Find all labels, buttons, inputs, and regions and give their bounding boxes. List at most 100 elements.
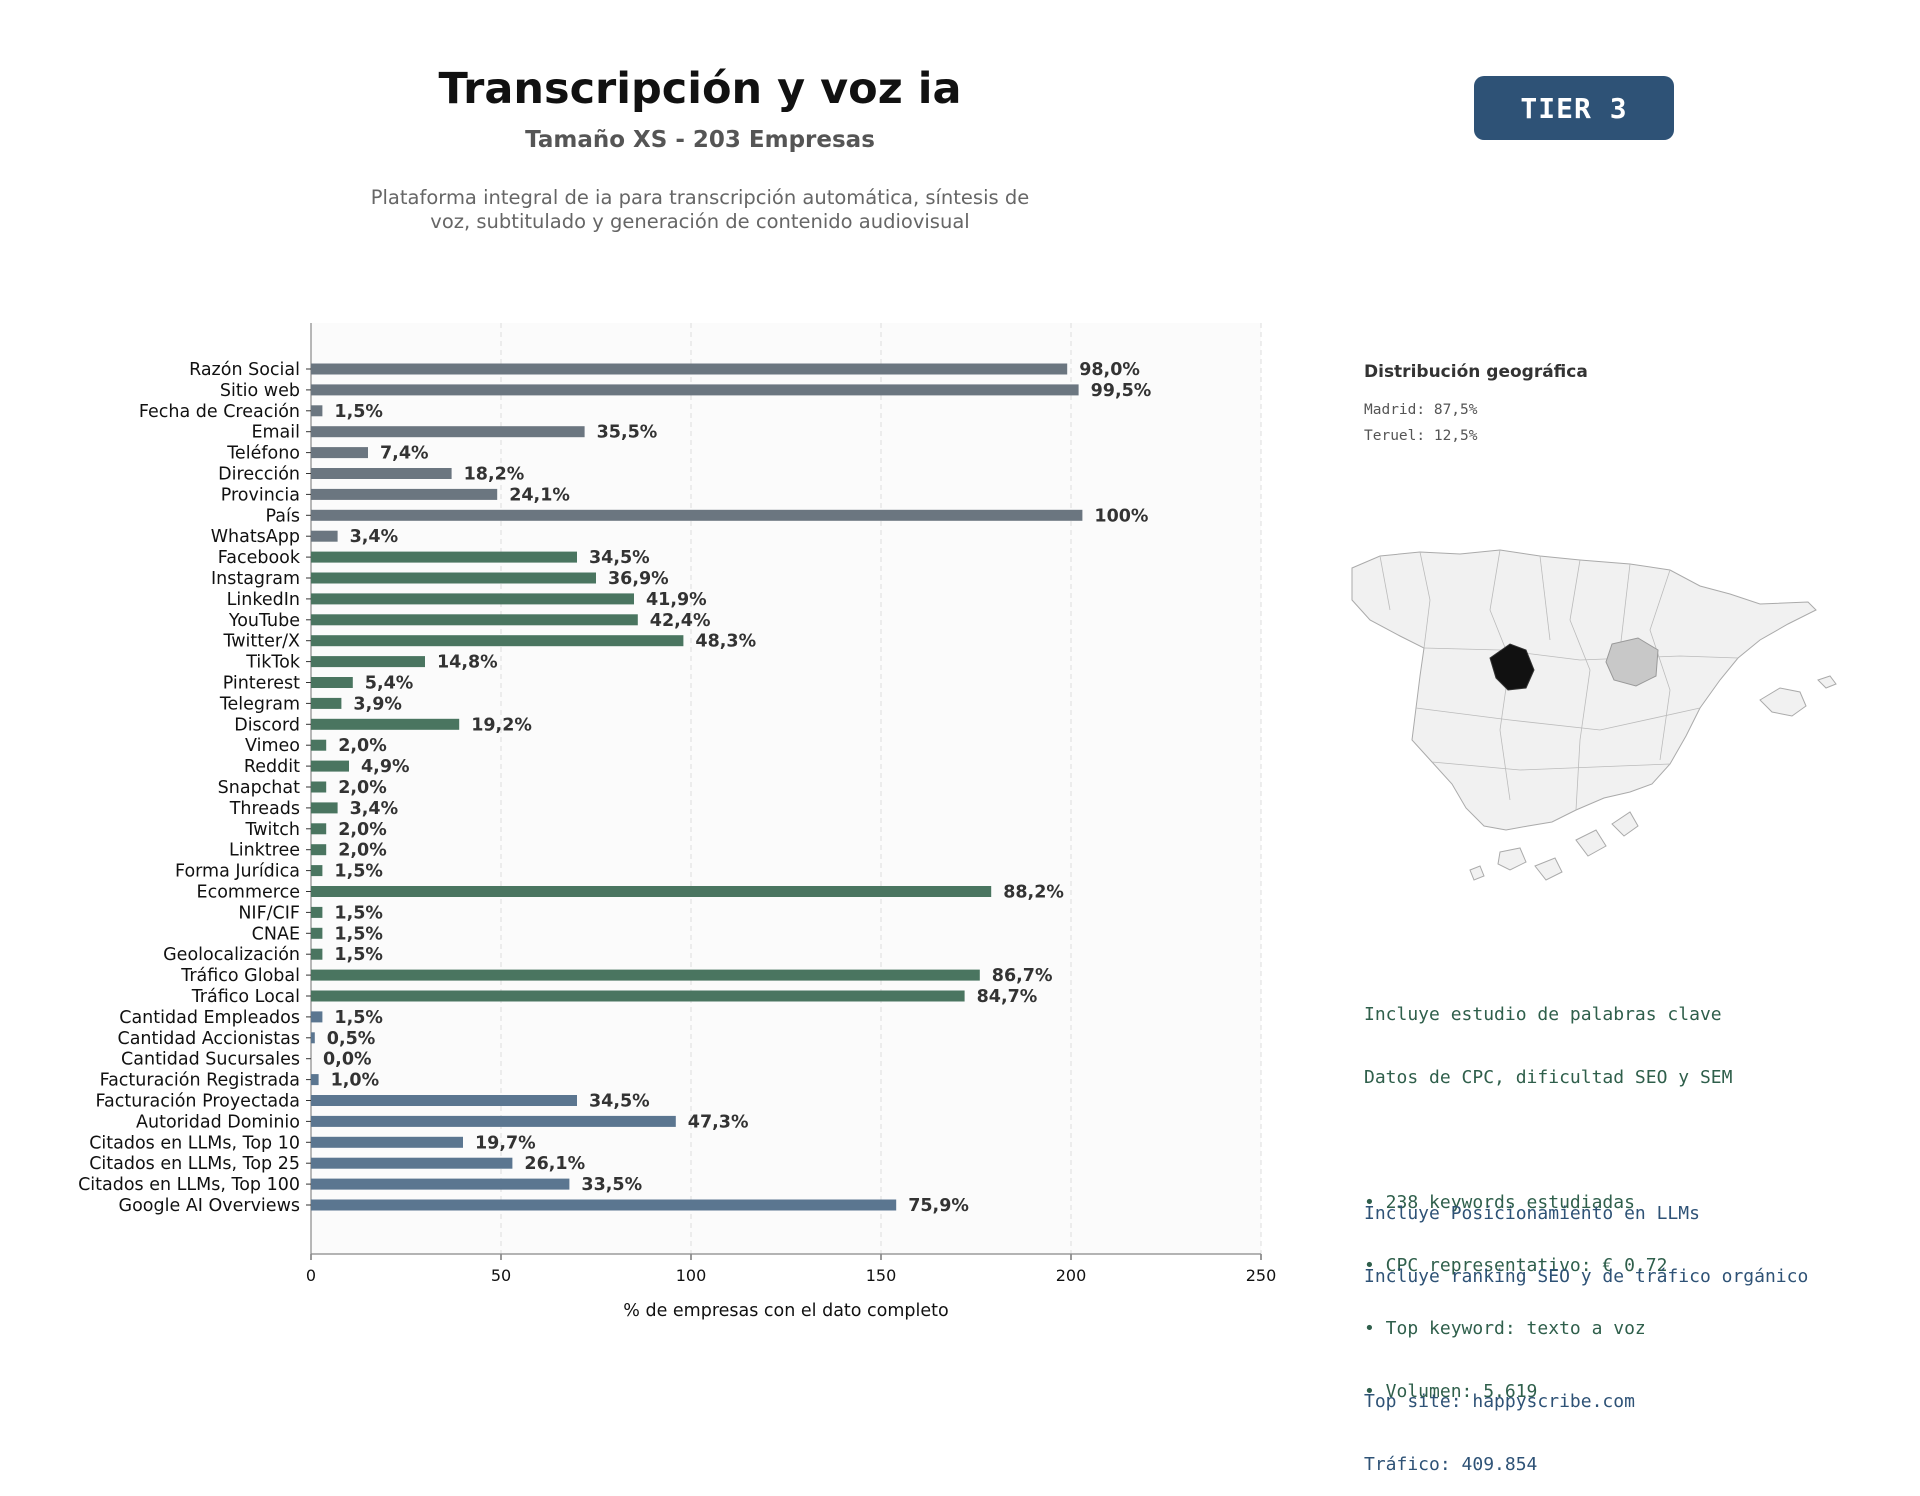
info-line: Incluye ranking SEO y de tráfico orgánic… — [1364, 1266, 1809, 1287]
bar — [311, 1157, 513, 1169]
bar — [311, 802, 338, 814]
bar-value-label: 0,5% — [327, 1029, 376, 1049]
category-label: Twitter/X — [222, 632, 300, 652]
bar — [311, 572, 596, 584]
x-tick-label: 200 — [1056, 1266, 1087, 1285]
info-line: Incluye estudio de palabras clave — [1364, 1004, 1722, 1025]
x-tick-label: 50 — [491, 1266, 511, 1285]
tier-badge: TIER 3 — [1474, 76, 1674, 140]
bar-value-label: 1,5% — [334, 402, 383, 422]
category-label: Vimeo — [245, 736, 300, 756]
bar-value-label: 34,5% — [589, 548, 650, 568]
bar-value-label: 5,4% — [365, 674, 414, 694]
category-label: Telegram — [219, 694, 300, 714]
info-bullet: • 238 keywords estudiadas — [1364, 1192, 1635, 1213]
category-label: Google AI Overviews — [119, 1196, 300, 1216]
spain-map — [1351, 549, 1837, 881]
traffic: Tráfico: 409.854 — [1364, 1454, 1538, 1475]
category-label: Sitio web — [220, 381, 300, 401]
bar-value-label: 84,7% — [977, 987, 1038, 1007]
bar — [311, 906, 323, 918]
bar-value-label: 7,4% — [380, 444, 429, 464]
bar — [311, 656, 425, 668]
x-axis-label: % de empresas con el dato completo — [623, 1301, 948, 1321]
bar-value-label: 75,9% — [908, 1196, 969, 1216]
category-label: Email — [251, 423, 300, 443]
bar-value-label: 35,5% — [597, 423, 658, 443]
bar-value-label: 3,4% — [350, 527, 399, 547]
bar — [311, 865, 323, 877]
bar-value-label: 18,2% — [464, 465, 525, 485]
bar-value-label: 2,0% — [338, 841, 387, 861]
category-label: YouTube — [228, 611, 300, 631]
bar — [311, 948, 323, 960]
x-tick-label: 0 — [306, 1266, 316, 1285]
bar-value-label: 98,0% — [1079, 360, 1140, 380]
madrid-region — [1489, 643, 1535, 691]
bar — [311, 384, 1079, 396]
bar-value-label: 26,1% — [524, 1154, 585, 1174]
bar-value-label: 100% — [1094, 506, 1148, 526]
category-label: Citados en LLMs, Top 100 — [78, 1175, 300, 1195]
canary-islands — [1497, 847, 1527, 871]
bar — [311, 927, 323, 939]
top-site: Top site: happyscribe.com — [1364, 1391, 1635, 1412]
bar — [311, 1074, 319, 1086]
bar-value-label: 14,8% — [437, 653, 498, 673]
bar — [311, 447, 368, 459]
bar — [311, 1136, 463, 1148]
category-label: Teléfono — [226, 444, 300, 464]
category-label: Cantidad Sucursales — [121, 1050, 300, 1070]
bar-value-label: 1,5% — [334, 924, 383, 944]
bar — [311, 677, 353, 688]
geo-item-madrid: Madrid: 87,5% — [1364, 402, 1478, 418]
bar-chart: 0 50 100 150 200 250 Razón Social 98,0% Sitio we… — [78, 323, 1277, 1321]
category-label: Citados en LLMs, Top 10 — [89, 1133, 300, 1153]
bar — [311, 969, 980, 981]
category-label: Citados en LLMs, Top 25 — [89, 1154, 300, 1174]
category-label: País — [266, 506, 300, 526]
bar — [311, 718, 460, 730]
bar — [311, 1199, 897, 1211]
bar-value-label: 3,4% — [350, 799, 399, 819]
geo-item-teruel: Teruel: 12,5% — [1364, 428, 1478, 444]
peninsula-region — [1351, 549, 1817, 831]
category-label: Fecha de Creación — [139, 402, 300, 422]
bar — [311, 405, 323, 417]
bar — [311, 468, 452, 479]
balearic-islands — [1817, 675, 1837, 689]
category-label: Dirección — [218, 465, 300, 485]
bar — [311, 551, 577, 563]
canary-islands — [1611, 811, 1639, 837]
bar-value-label: 1,5% — [334, 945, 383, 965]
category-label: TikTok — [245, 653, 301, 673]
llm-block: Incluye Posicionamiento en LLMs Incluye … — [1364, 1161, 1808, 1496]
bar — [311, 509, 1083, 521]
bar-value-label: 47,3% — [688, 1112, 749, 1132]
info-line: Incluye Posicionamiento en LLMs — [1364, 1203, 1700, 1224]
category-label: Pinterest — [223, 674, 300, 694]
info-bullet: • Top keyword: texto a voz — [1364, 1318, 1646, 1339]
category-label: Facturación Proyectada — [96, 1092, 300, 1112]
keyword-study-block: Incluye estudio de palabras clave Datos … — [1364, 962, 1732, 1423]
category-label: Tráfico Global — [180, 966, 300, 986]
description-line: Plataforma integral de ia para transcrip… — [370, 186, 1030, 209]
category-label: Instagram — [211, 569, 300, 589]
bar-value-label: 2,0% — [338, 736, 387, 756]
x-tick-label: 150 — [866, 1266, 897, 1285]
canary-islands — [1469, 865, 1485, 881]
category-label: Linktree — [229, 841, 300, 861]
bar — [311, 823, 327, 835]
category-label: Twitch — [244, 820, 300, 840]
x-tick-label: 250 — [1246, 1266, 1277, 1285]
category-label: Threads — [229, 799, 300, 819]
page-subtitle: Tamaño XS - 203 Empresas — [525, 127, 875, 153]
canary-islands — [1534, 857, 1563, 881]
category-label: Forma Jurídica — [175, 862, 300, 882]
bar — [311, 781, 327, 793]
bar — [311, 1032, 315, 1044]
bar-value-label: 2,0% — [338, 778, 387, 798]
category-label: Geolocalización — [163, 945, 300, 965]
bar-value-label: 34,5% — [589, 1092, 650, 1112]
bar — [311, 1011, 323, 1023]
